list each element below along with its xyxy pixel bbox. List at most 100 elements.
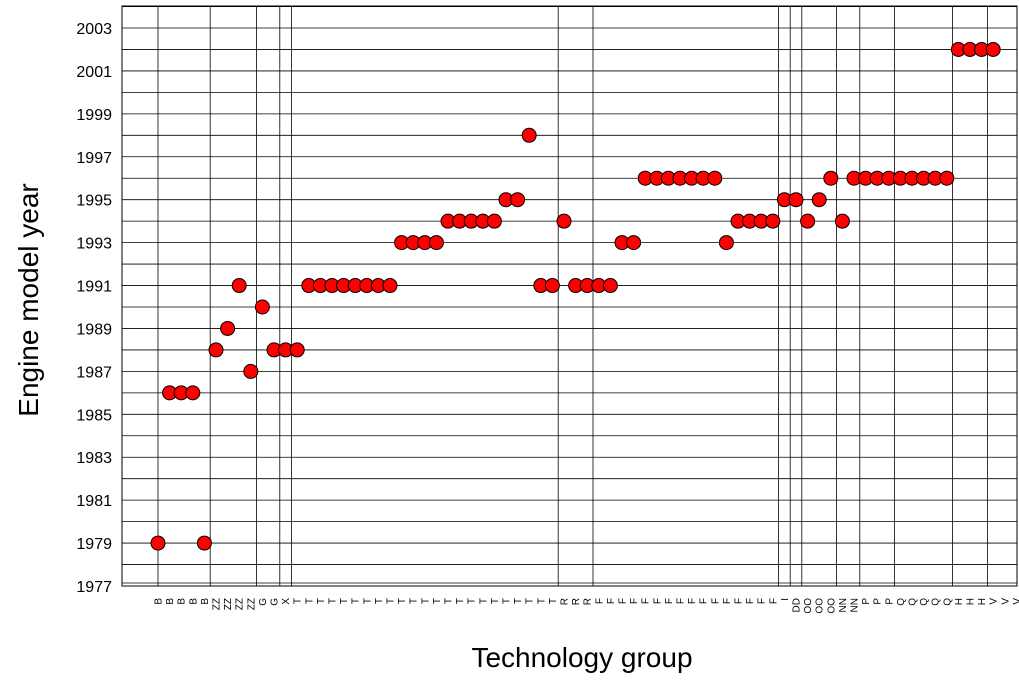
x-tick-label: F [757, 598, 768, 604]
x-tick-label: P [861, 598, 872, 605]
x-tick-label: I [780, 598, 791, 601]
x-tick-label: F [606, 598, 617, 604]
data-point [811, 192, 827, 208]
x-tick-label: F [594, 598, 605, 604]
x-tick-label: B [177, 598, 188, 605]
data-point [823, 170, 839, 186]
x-tick-label: H [977, 598, 988, 605]
x-tick-label: Q [896, 598, 907, 606]
x-tick-label: F [618, 598, 629, 604]
data-points [150, 41, 1001, 551]
data-point [486, 213, 502, 229]
y-tick-label: 1993 [76, 236, 112, 253]
x-tick-label: T [374, 598, 385, 604]
x-tick-label: OO [803, 598, 814, 614]
x-tick-label: NN [850, 598, 861, 612]
x-tick-label: T [444, 598, 455, 604]
x-tick-label: G [258, 598, 269, 606]
data-point [208, 342, 224, 358]
data-point [220, 320, 236, 336]
x-tick-label: Q [931, 598, 942, 606]
x-tick-labels: B B B B B ZZ ZZ ZZ ZZ G G X T T T T T T T T T T T T T T T T T T T T T T T R… [154, 598, 1019, 614]
x-tick-label: V [1012, 598, 1019, 605]
data-point [243, 363, 259, 379]
x-tick-label: R [571, 598, 582, 605]
data-point [254, 299, 270, 315]
x-tick-label: T [386, 598, 397, 604]
x-tick-label: B [165, 598, 176, 605]
y-axis-title: Engine model year [13, 183, 44, 416]
y-tick-label: 1997 [76, 150, 112, 167]
data-point [544, 278, 560, 294]
x-tick-label: T [339, 598, 350, 604]
y-tick-label: 1979 [76, 536, 112, 553]
y-tick-label: 1991 [76, 279, 112, 296]
x-tick-label: H [954, 598, 965, 605]
x-tick-label: T [351, 598, 362, 604]
x-tick-label: V [1000, 598, 1011, 605]
data-point [834, 213, 850, 229]
x-tick-label: ZZ [212, 598, 223, 610]
data-point [382, 278, 398, 294]
x-tick-label: B [154, 598, 165, 605]
y-tick-label: 2003 [76, 21, 112, 38]
x-tick-label: F [722, 598, 733, 604]
x-tick-label: F [745, 598, 756, 604]
x-tick-label: F [768, 598, 779, 604]
data-point [626, 235, 642, 251]
data-point [521, 127, 537, 143]
y-tick-labels: 1977 1979 1981 1983 1985 1987 1989 1991 1993 1995… [76, 21, 112, 596]
x-tick-label: T [304, 598, 315, 604]
data-point [556, 213, 572, 229]
data-point [428, 235, 444, 251]
x-tick-label: OO [815, 598, 826, 614]
x-tick-label: P [873, 598, 884, 605]
x-tick-label: F [687, 598, 698, 604]
x-tick-label: T [362, 598, 373, 604]
x-tick-label: T [536, 598, 547, 604]
x-tick-label: P [884, 598, 895, 605]
x-tick-label: B [200, 598, 211, 605]
x-tick-label: F [710, 598, 721, 604]
x-tick-label: ZZ [223, 598, 234, 610]
x-tick-label: G [270, 598, 281, 606]
x-tick-label: F [664, 598, 675, 604]
x-tick-label: T [316, 598, 327, 604]
data-point [196, 535, 212, 551]
x-tick-label: F [676, 598, 687, 604]
x-tick-label: H [966, 598, 977, 605]
x-tick-label: T [397, 598, 408, 604]
x-tick-label: V [989, 598, 1000, 605]
data-point [231, 278, 247, 294]
x-tick-label: T [525, 598, 536, 604]
x-tick-label: DD [792, 598, 803, 612]
x-tick-label: T [478, 598, 489, 604]
x-tick-label: X [281, 598, 292, 605]
y-tick-label: 1989 [76, 321, 112, 338]
x-tick-label: OO [826, 598, 837, 614]
data-point [707, 170, 723, 186]
y-tick-label: 1981 [76, 493, 112, 510]
y-tick-label: 1995 [76, 193, 112, 210]
y-tick-label: 1999 [76, 107, 112, 124]
x-tick-label: F [652, 598, 663, 604]
x-tick-label: T [513, 598, 524, 604]
data-point [602, 278, 618, 294]
data-point [185, 385, 201, 401]
x-tick-label: T [455, 598, 466, 604]
x-tick-label: Q [908, 598, 919, 606]
y-tick-label: 2001 [76, 64, 112, 81]
x-tick-label: T [502, 598, 513, 604]
y-tick-label: 1977 [76, 579, 112, 596]
x-tick-label: F [629, 598, 640, 604]
x-axis-title: Technology group [471, 642, 692, 673]
x-tick-label: Q [942, 598, 953, 606]
data-point [788, 192, 804, 208]
x-tick-label: T [293, 598, 304, 604]
y-tick-label: 1987 [76, 364, 112, 381]
gridlines [122, 6, 1017, 586]
x-tick-label: Q [919, 598, 930, 606]
data-point [939, 170, 955, 186]
x-tick-label: T [432, 598, 443, 604]
